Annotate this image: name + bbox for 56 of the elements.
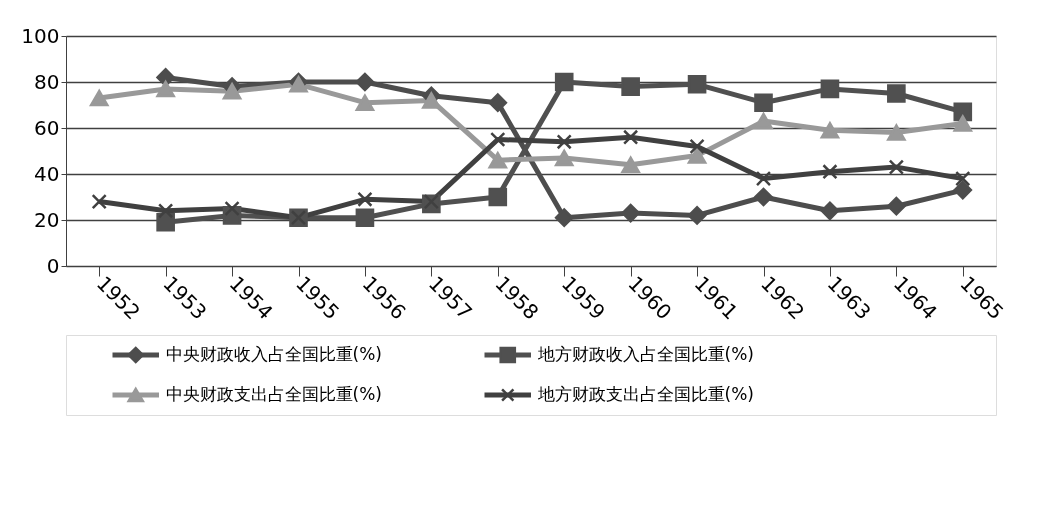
point — [953, 115, 973, 132]
point — [622, 129, 639, 145]
y-tick-label: 100 — [21, 23, 60, 48]
point — [156, 80, 175, 98]
point — [621, 77, 640, 96]
point — [556, 134, 572, 150]
point — [621, 203, 640, 223]
point — [822, 164, 838, 180]
point — [621, 156, 640, 174]
point — [488, 187, 508, 207]
point — [355, 208, 375, 228]
point — [887, 196, 906, 216]
legend-label: 中央财政支出占全国比重(%) — [165, 384, 382, 404]
point — [888, 159, 905, 175]
y-tick-label: 80 — [34, 69, 60, 94]
legend-label: 地方财政收入占全国比重(%) — [536, 344, 754, 364]
y-tick-label: 20 — [34, 207, 60, 232]
point — [157, 203, 174, 219]
point — [687, 147, 707, 164]
point — [887, 124, 906, 141]
point — [357, 191, 373, 207]
point — [355, 94, 375, 111]
point — [754, 112, 773, 130]
point — [355, 72, 375, 92]
y-tick-label: 40 — [34, 161, 60, 186]
legend-label: 地方财政支出占全国比重(%) — [536, 384, 754, 404]
y-tick-label: 60 — [34, 115, 60, 140]
point — [887, 84, 906, 103]
point — [820, 79, 840, 99]
point — [955, 170, 971, 187]
point — [754, 93, 773, 113]
point — [490, 131, 506, 148]
point — [554, 208, 574, 228]
point — [289, 76, 308, 93]
point — [156, 212, 175, 232]
point — [554, 149, 574, 167]
point — [423, 193, 440, 210]
point — [820, 201, 840, 221]
point — [224, 200, 240, 217]
point — [689, 138, 705, 155]
point — [755, 170, 772, 187]
point — [488, 151, 508, 169]
point — [488, 93, 508, 113]
point — [91, 193, 107, 210]
y-tick-label: 0 — [46, 253, 60, 278]
legend-label: 中央财政收入占全国比重(%) — [165, 344, 382, 364]
point — [953, 180, 973, 200]
point — [687, 206, 707, 225]
point — [89, 89, 109, 107]
point — [554, 72, 574, 92]
point — [754, 187, 773, 207]
point — [820, 122, 840, 139]
point — [422, 92, 441, 109]
point — [222, 82, 242, 100]
point — [953, 102, 973, 122]
point — [687, 74, 707, 94]
